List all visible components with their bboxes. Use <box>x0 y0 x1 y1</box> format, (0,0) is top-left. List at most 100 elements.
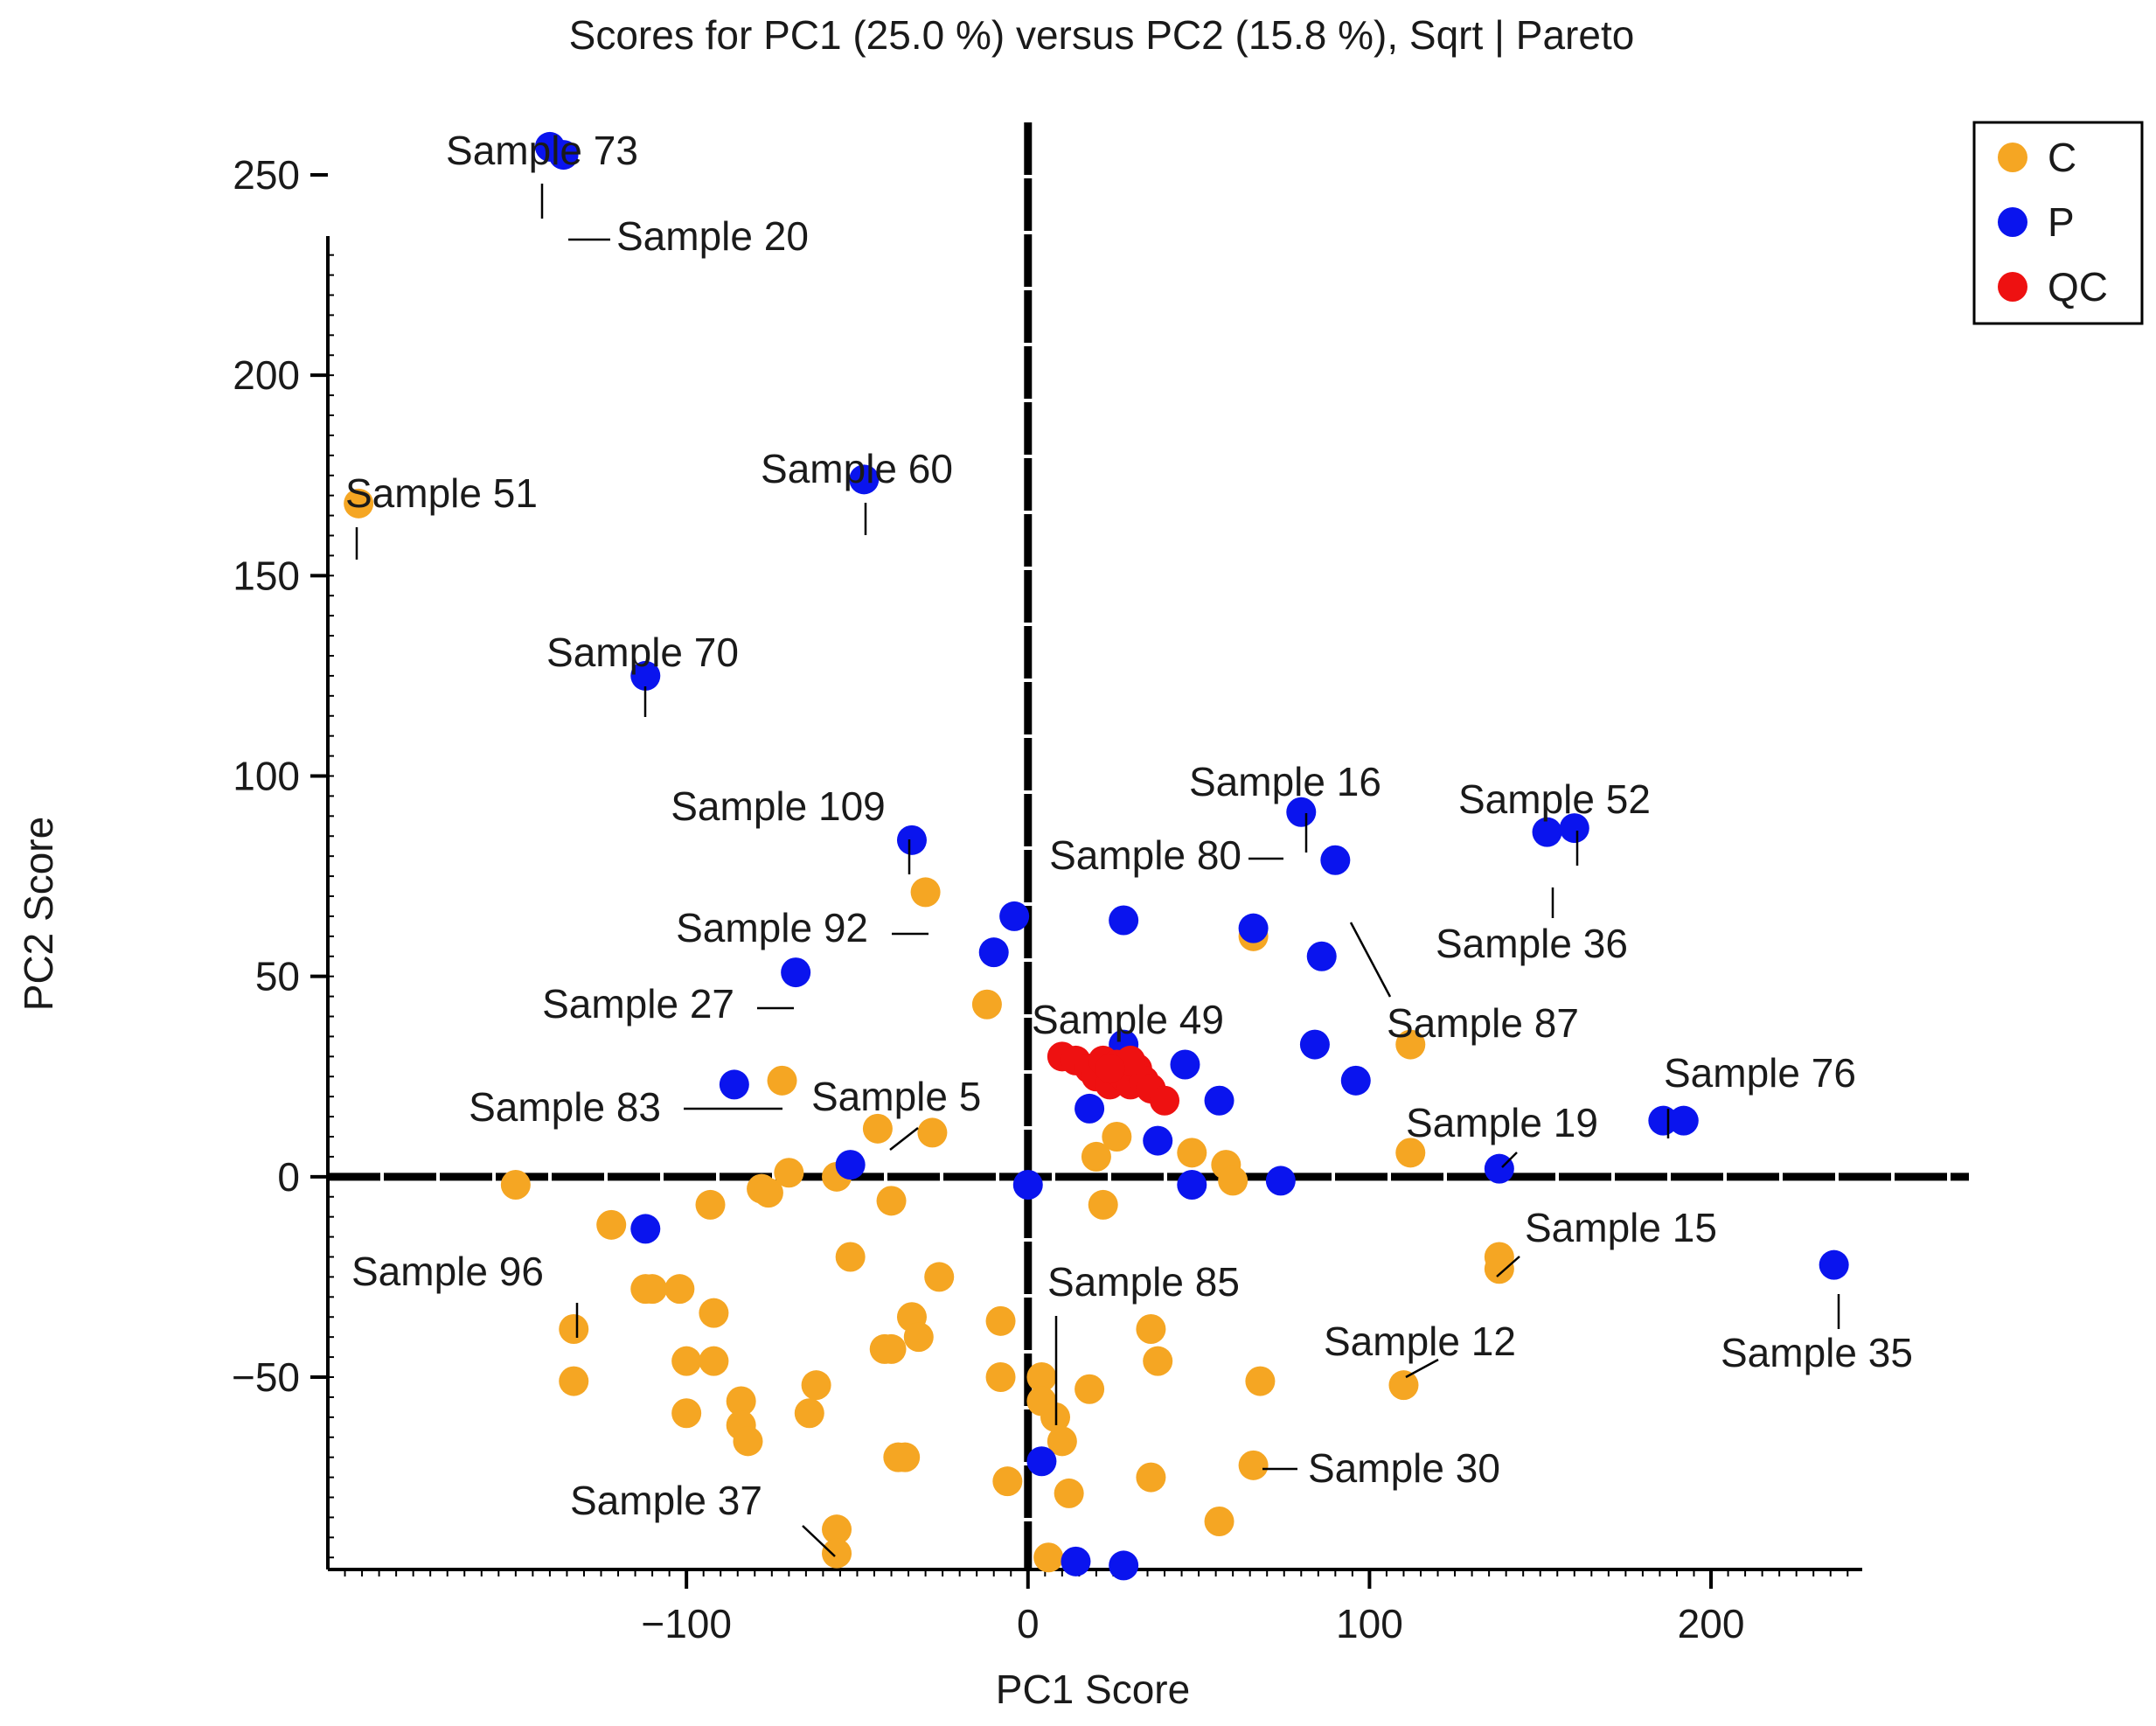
point-qc <box>1150 1085 1180 1116</box>
point-c <box>1204 1507 1234 1536</box>
y-tick-label: −50 <box>232 1354 300 1400</box>
y-tick-label: 150 <box>233 553 300 598</box>
point-c <box>1081 1141 1111 1172</box>
point-c <box>822 1538 852 1569</box>
annotation-label: Sample 30 <box>1308 1445 1500 1491</box>
annotation-label: Sample 83 <box>469 1084 661 1130</box>
point-c <box>835 1242 866 1272</box>
point-c <box>559 1314 589 1344</box>
legend-label-p: P <box>2048 199 2075 245</box>
point-c <box>1047 1426 1077 1457</box>
point-c <box>726 1386 756 1416</box>
annotation-label: Sample 15 <box>1525 1205 1717 1250</box>
y-tick-label: 100 <box>233 754 300 799</box>
chart-title: Scores for PC1 (25.0 %) versus PC2 (15.8… <box>569 12 1635 58</box>
point-p <box>1012 1170 1043 1200</box>
point-p <box>1320 845 1351 875</box>
point-c <box>753 1178 783 1208</box>
point-c <box>1102 1122 1132 1152</box>
point-c <box>992 1466 1023 1497</box>
annotation-label: Sample 96 <box>351 1249 544 1294</box>
point-p <box>1340 1065 1371 1096</box>
point-c <box>985 1305 1016 1336</box>
point-c <box>1218 1166 1248 1196</box>
point-p <box>896 825 927 855</box>
point-c <box>767 1065 797 1096</box>
point-c <box>774 1158 804 1188</box>
x-tick-label: 100 <box>1336 1601 1403 1646</box>
point-c <box>1245 1366 1276 1396</box>
point-p <box>630 1214 661 1244</box>
y-tick-label: 250 <box>233 152 300 198</box>
x-tick-label: −100 <box>641 1601 732 1646</box>
annotation-label: Sample 20 <box>616 213 809 259</box>
point-c <box>1395 1138 1426 1168</box>
y-tick-label: 0 <box>277 1154 300 1200</box>
point-p <box>1299 1029 1330 1060</box>
point-c <box>903 1322 934 1353</box>
point-p <box>1306 941 1337 971</box>
annotation-label: Sample 16 <box>1189 759 1381 804</box>
point-c <box>985 1362 1016 1392</box>
point-c <box>1388 1370 1419 1401</box>
annotation-label: Sample 51 <box>345 470 538 516</box>
point-p <box>1109 1550 1139 1581</box>
legend-marker-qc <box>1998 272 2027 302</box>
point-c <box>1088 1189 1118 1220</box>
annotation-label: Sample 35 <box>1721 1330 1913 1375</box>
point-c <box>664 1274 695 1305</box>
point-p <box>835 1150 866 1180</box>
annotation-label: Sample 80 <box>1049 832 1241 878</box>
annotation-label: Sample 49 <box>1032 997 1224 1042</box>
series-qc <box>1047 1041 1180 1116</box>
point-c <box>971 989 1002 1020</box>
point-c <box>910 877 941 908</box>
y-tick-label: 50 <box>255 954 300 999</box>
point-p <box>781 957 811 988</box>
point-c <box>1033 1542 1064 1573</box>
annotation-leader-line <box>1496 1256 1520 1277</box>
point-p <box>1177 1170 1207 1200</box>
annotation-label: Sample 85 <box>1047 1259 1240 1305</box>
point-p <box>999 901 1030 931</box>
annotation-label: Sample 76 <box>1664 1050 1856 1096</box>
point-p <box>1109 905 1139 936</box>
point-c <box>1136 1462 1166 1493</box>
annotation-label: Sample 70 <box>546 630 739 675</box>
point-c <box>1238 1450 1269 1480</box>
point-c <box>924 1262 955 1292</box>
point-p <box>1061 1546 1091 1576</box>
data-points <box>344 131 1849 1581</box>
point-p <box>1265 1166 1296 1196</box>
point-p <box>1648 1105 1679 1136</box>
y-tick-label: 200 <box>233 352 300 398</box>
point-c <box>699 1346 729 1376</box>
point-c <box>876 1186 907 1216</box>
point-c <box>733 1426 763 1457</box>
point-p <box>1075 1093 1105 1124</box>
point-c <box>1054 1478 1084 1508</box>
point-p <box>630 660 661 691</box>
legend-label-qc: QC <box>2048 264 2108 310</box>
annotation-leader-line <box>889 1127 919 1151</box>
annotation-leader-line <box>1501 1152 1518 1168</box>
annotation-label: Sample 5 <box>811 1074 981 1119</box>
point-c <box>1484 1254 1514 1284</box>
point-p <box>1668 1105 1699 1136</box>
point-c <box>890 1442 921 1472</box>
axes: −50 0 50 100 150 200 250 −100 0 100 200 <box>232 122 1969 1646</box>
point-p <box>1204 1085 1234 1116</box>
point-c <box>822 1514 852 1545</box>
point-c <box>699 1298 729 1328</box>
point-p <box>1026 1446 1057 1477</box>
point-c <box>596 1209 627 1240</box>
point-qc <box>1095 1054 1125 1084</box>
point-p <box>1143 1125 1173 1156</box>
point-c <box>1136 1314 1166 1344</box>
series-c <box>344 488 1514 1573</box>
point-p <box>1286 797 1317 827</box>
annotation-label: Sample 87 <box>1387 1000 1579 1046</box>
point-c <box>917 1117 948 1148</box>
legend-marker-c <box>1998 143 2027 172</box>
